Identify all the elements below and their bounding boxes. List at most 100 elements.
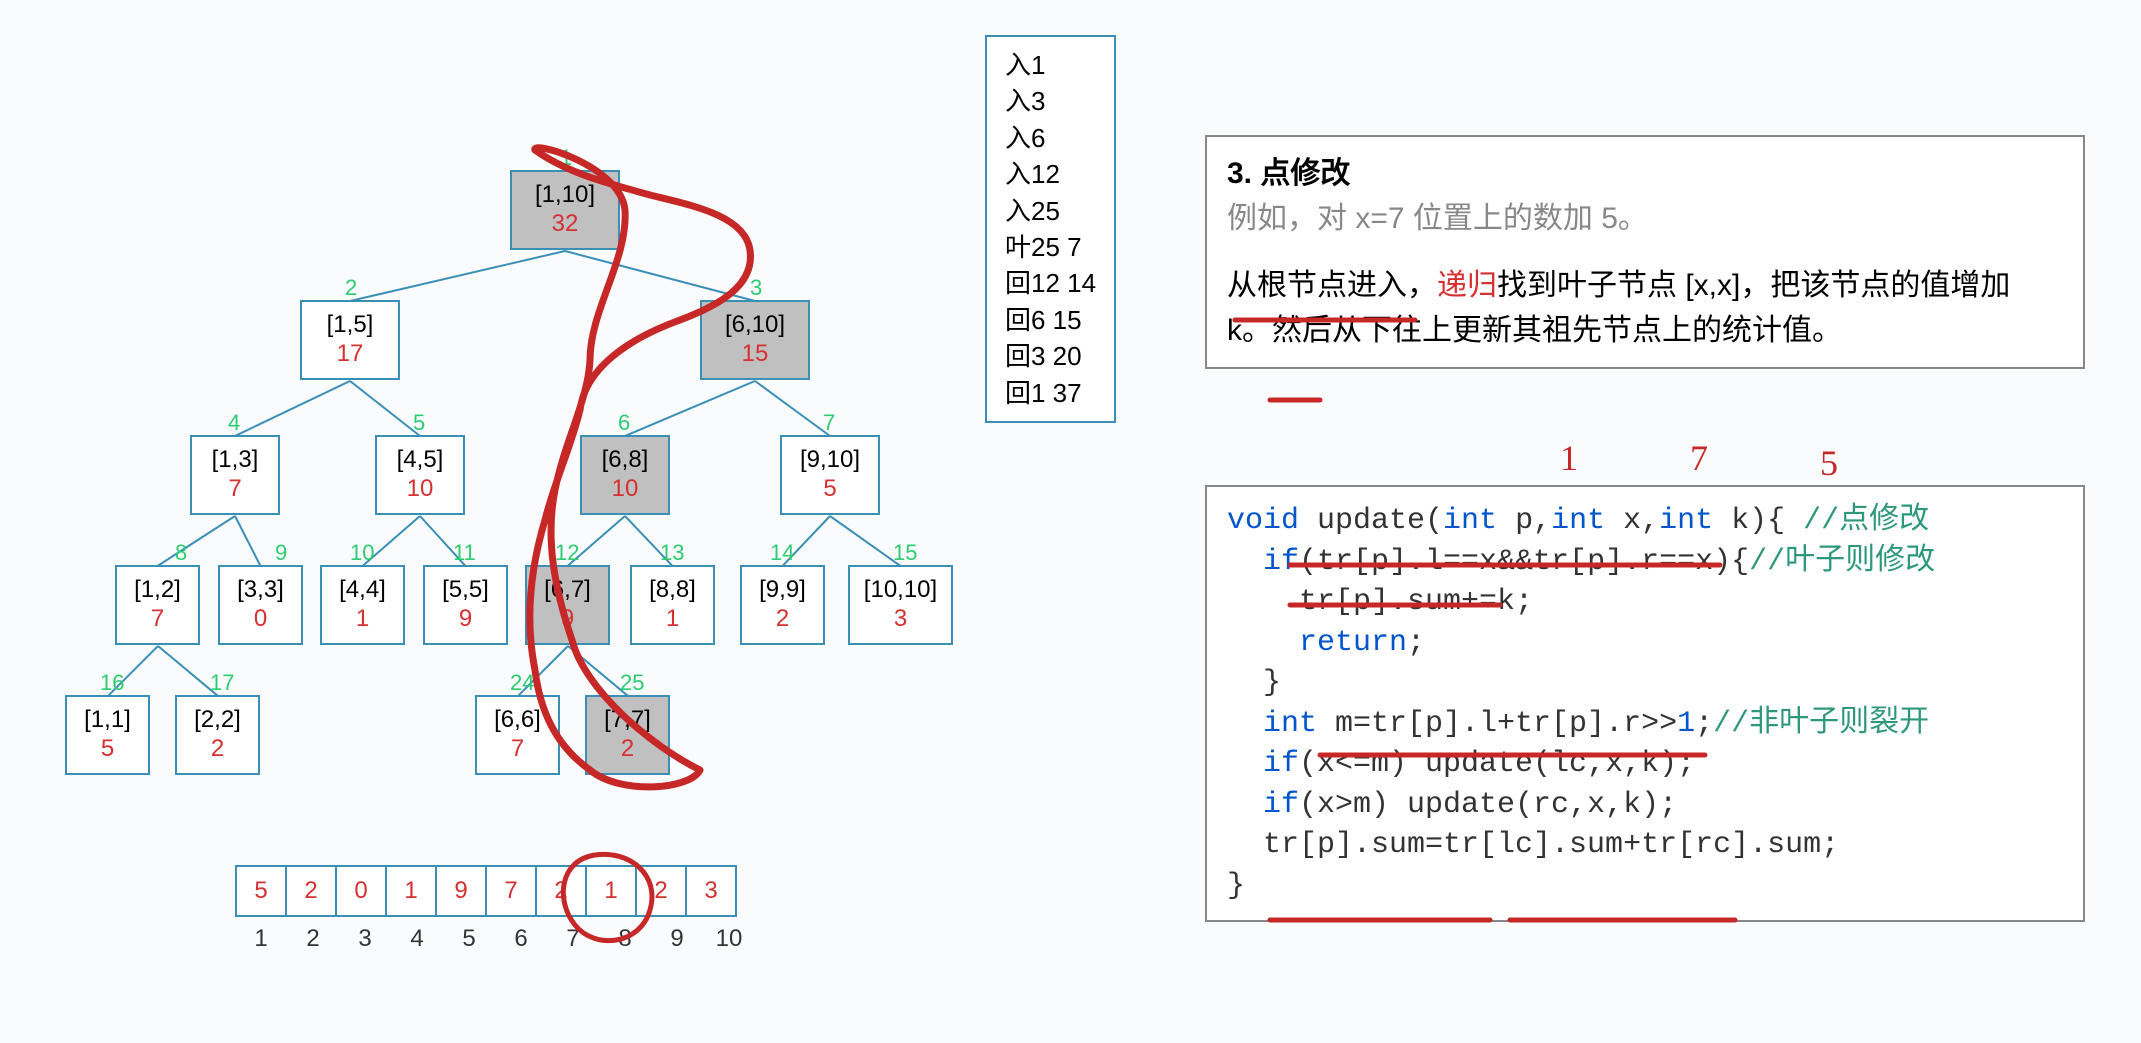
node-range: [7,7] [604, 706, 651, 735]
node-value: 3 [894, 605, 907, 634]
array-cell-5: 9 [436, 866, 486, 916]
node-value: 10 [612, 475, 639, 504]
node-index: 16 [100, 670, 124, 696]
node-value: 7 [228, 475, 241, 504]
tree-edge [350, 250, 565, 302]
node-value: 2 [211, 735, 224, 764]
node-range: [6,6] [494, 706, 541, 735]
array-cell-1: 5 [236, 866, 286, 916]
node-range: [9,9] [759, 576, 806, 605]
tree-node-24: [6,6]7 [475, 695, 560, 775]
array-cell-6: 7 [486, 866, 536, 916]
explain-title: 3. 点修改 [1227, 151, 2063, 196]
array-cell-3: 0 [336, 866, 386, 916]
node-value: 9 [459, 605, 472, 634]
node-index: 8 [175, 540, 187, 566]
tree-edge [754, 380, 830, 437]
explanation-box: 3. 点修改例如，对 x=7 位置上的数加 5。从根节点进入，递归找到叶子节点 … [1205, 135, 2085, 369]
node-range: [1,2] [134, 576, 181, 605]
node-index: 11 [453, 540, 476, 566]
tree-edge [625, 380, 756, 437]
tree-node-3: [6,10]15 [700, 300, 810, 380]
node-value: 5 [101, 735, 114, 764]
tree-edge [234, 516, 261, 567]
tree-node-14: [9,9]2 [740, 565, 825, 645]
tree-node-1: [1,10]32 [510, 170, 620, 250]
node-index: 12 [555, 540, 579, 566]
array-cell-10: 3 [686, 866, 736, 916]
tree-edge [565, 250, 756, 302]
node-value: 1 [356, 605, 369, 634]
node-value: 2 [776, 605, 789, 634]
tree-node-10: [4,4]1 [320, 565, 405, 645]
tree-node-16: [1,1]5 [65, 695, 150, 775]
tree-edge [567, 645, 628, 697]
tree-node-25: [7,7]2 [585, 695, 670, 775]
code-box: void update(int p,int x,int k){ //点修改 if… [1205, 485, 2085, 922]
node-index: 3 [750, 275, 762, 301]
node-index: 24 [510, 670, 534, 696]
tree-edge [829, 515, 901, 567]
node-range: [5,5] [442, 576, 489, 605]
tree-node-12: [6,7]9 [525, 565, 610, 645]
explain-sub: 例如，对 x=7 位置上的数加 5。 [1227, 196, 2063, 241]
node-index: 1 [560, 145, 572, 171]
node-range: [1,10] [535, 181, 595, 210]
array-cell-8: 1 [586, 866, 636, 916]
node-index: 9 [275, 540, 287, 566]
node-range: [6,8] [602, 446, 649, 475]
tree-node-17: [2,2]2 [175, 695, 260, 775]
node-range: [4,5] [397, 446, 444, 475]
node-index: 2 [345, 275, 357, 301]
node-range: [3,3] [237, 576, 284, 605]
tree-node-13: [8,8]1 [630, 565, 715, 645]
node-range: [1,1] [84, 706, 131, 735]
node-index: 15 [893, 540, 917, 566]
explain-body: 从根节点进入，递归找到叶子节点 [x,x]，把该节点的值增加 k。然后从下往上更… [1227, 263, 2063, 353]
node-index: 7 [823, 410, 835, 436]
node-range: [8,8] [649, 576, 696, 605]
svg-text:5: 5 [1820, 443, 1838, 483]
tree-edge [349, 380, 420, 437]
node-index: 10 [350, 540, 374, 566]
node-value: 7 [151, 605, 164, 634]
array-cell-4: 1 [386, 866, 436, 916]
tree-node-6: [6,8]10 [580, 435, 670, 515]
tree-node-7: [9,10]5 [780, 435, 880, 515]
node-value: 0 [254, 605, 267, 634]
array-box: 5201972123 [235, 865, 737, 917]
node-range: [6,7] [544, 576, 591, 605]
node-value: 2 [621, 735, 634, 764]
node-range: [1,3] [212, 446, 259, 475]
node-index: 17 [210, 670, 234, 696]
node-value: 7 [511, 735, 524, 764]
tree-node-2: [1,5]17 [300, 300, 400, 380]
array-cell-9: 2 [636, 866, 686, 916]
array-indices: 12345678910 [235, 925, 755, 953]
node-value: 9 [561, 605, 574, 634]
node-index: 5 [413, 410, 425, 436]
stack-log: 入1入3入6入12入25叶25 7回12 14回6 15回3 20回1 37 [985, 35, 1116, 423]
node-range: [9,10] [800, 446, 860, 475]
node-value: 1 [666, 605, 679, 634]
node-value: 32 [552, 210, 579, 239]
node-range: [6,10] [725, 311, 785, 340]
tree-edge [235, 380, 351, 437]
tree-node-11: [5,5]9 [423, 565, 508, 645]
node-value: 15 [742, 340, 769, 369]
node-index: 4 [228, 410, 240, 436]
tree-node-5: [4,5]10 [375, 435, 465, 515]
array-cell-2: 2 [286, 866, 336, 916]
node-value: 5 [823, 475, 836, 504]
node-range: [4,4] [339, 576, 386, 605]
node-value: 10 [407, 475, 434, 504]
node-range: [1,5] [327, 311, 374, 340]
svg-text:7: 7 [1690, 438, 1708, 478]
svg-text:1: 1 [1560, 438, 1578, 478]
tree-edge [157, 515, 236, 567]
tree-node-8: [1,2]7 [115, 565, 200, 645]
node-range: [2,2] [194, 706, 241, 735]
array-cell-7: 2 [536, 866, 586, 916]
tree-node-9: [3,3]0 [218, 565, 303, 645]
node-index: 6 [618, 410, 630, 436]
